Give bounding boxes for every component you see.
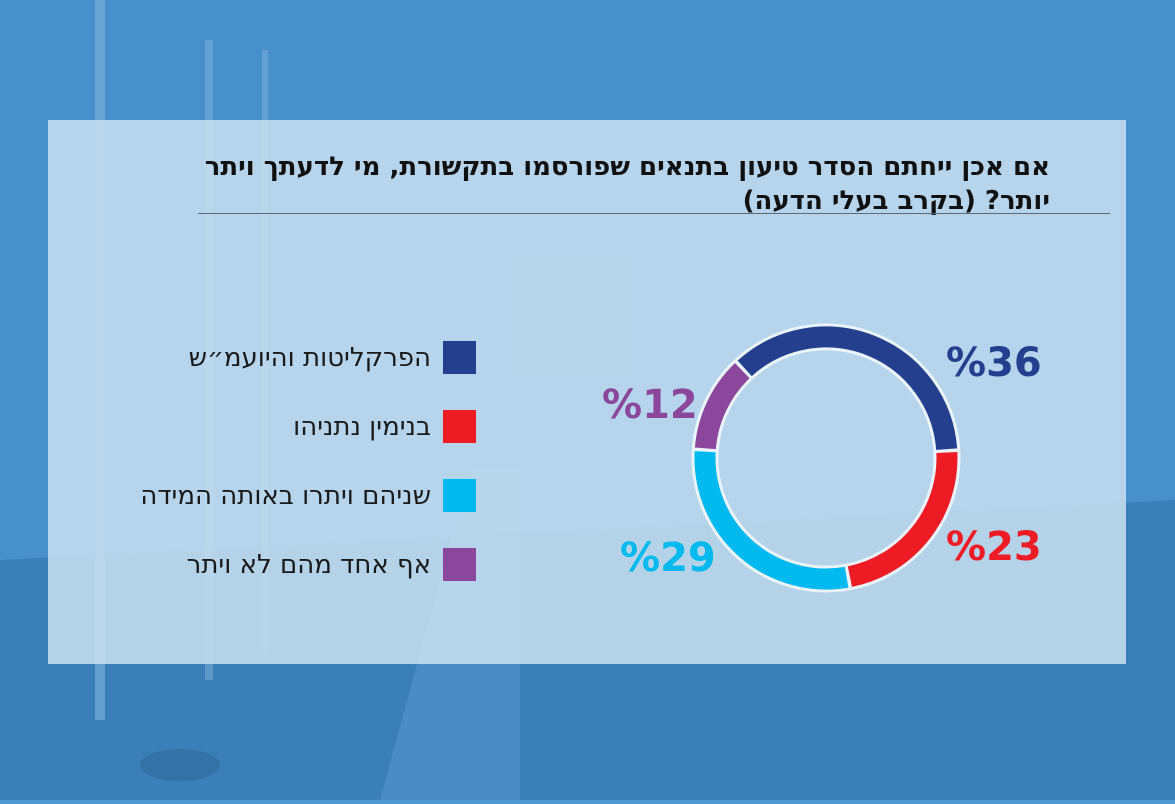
- value-label-prosecution: %36: [946, 340, 1042, 386]
- chart-title: אם אכן ייחתם הסדר טיעון בתנאים שפורסמו ב…: [204, 152, 1050, 216]
- legend-label: אף אחד מהם לא ויתר: [186, 549, 431, 580]
- donut-segment: [694, 363, 750, 450]
- legend-item-netanyahu: בנימין נתניהו: [140, 409, 476, 444]
- legend-label: הפרקליטות והיועמ״ש: [188, 342, 431, 373]
- legend-swatch-navy: [443, 341, 476, 374]
- legend-swatch-red: [443, 410, 476, 443]
- legend: הפרקליטות והיועמ״ש בנימין נתניהו שניהם ו…: [140, 340, 476, 616]
- legend-item-neither: אף אחד מהם לא ויתר: [140, 547, 476, 582]
- legend-item-prosecution: הפרקליטות והיועמ״ש: [140, 340, 476, 375]
- chart-panel: אם אכן ייחתם הסדר טיעון בתנאים שפורסמו ב…: [48, 120, 1126, 664]
- title-divider: [198, 213, 1110, 214]
- donut-segment: [694, 451, 849, 590]
- legend-label: בנימין נתניהו: [293, 411, 431, 442]
- value-label-both: %29: [620, 535, 716, 581]
- legend-swatch-cyan: [443, 479, 476, 512]
- value-label-neither: %12: [602, 382, 698, 428]
- value-label-netanyahu: %23: [946, 524, 1042, 570]
- legend-item-both: שניהם ויתרו באותה המידה: [140, 478, 476, 513]
- legend-swatch-purple: [443, 548, 476, 581]
- legend-label: שניהם ויתרו באותה המידה: [140, 480, 431, 511]
- donut-segment: [737, 326, 958, 451]
- donut-segment: [847, 452, 958, 587]
